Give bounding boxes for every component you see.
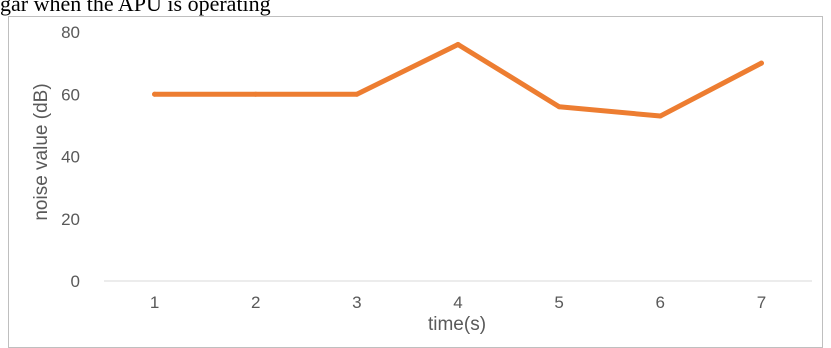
y-tick-label: 60 bbox=[61, 85, 80, 104]
y-tick-label: 20 bbox=[61, 210, 80, 229]
data-point bbox=[455, 41, 461, 47]
y-tick-label: 40 bbox=[61, 148, 80, 167]
x-tick-label: 4 bbox=[453, 293, 462, 312]
x-tick-labels: 1 2 3 4 5 6 7 bbox=[150, 293, 766, 312]
x-tick-label: 5 bbox=[554, 293, 563, 312]
y-tick-label: 0 bbox=[71, 272, 80, 291]
y-tick-labels: 0 20 40 60 80 bbox=[61, 23, 80, 291]
x-tick-label: 3 bbox=[352, 293, 361, 312]
x-tick-label: 6 bbox=[656, 293, 665, 312]
figure-caption-fragment: gar when the APU is operating bbox=[0, 0, 271, 16]
data-point bbox=[758, 60, 764, 66]
x-tick-label: 2 bbox=[251, 293, 260, 312]
data-point bbox=[354, 91, 360, 97]
series-layer bbox=[152, 41, 764, 119]
y-axis-title: noise value (dB) bbox=[31, 83, 52, 220]
line-chart: 0 20 40 60 80 1 2 3 4 5 6 7 noise value (dB) time(… bbox=[31, 23, 812, 335]
x-axis-title: time(s) bbox=[428, 314, 486, 335]
x-tick-label: 7 bbox=[757, 293, 766, 312]
data-point bbox=[556, 104, 562, 110]
data-point bbox=[253, 91, 259, 97]
x-tick-label: 1 bbox=[150, 293, 159, 312]
y-tick-label: 80 bbox=[61, 23, 80, 42]
data-point bbox=[657, 113, 663, 119]
data-point bbox=[152, 91, 158, 97]
series-line bbox=[152, 41, 764, 119]
